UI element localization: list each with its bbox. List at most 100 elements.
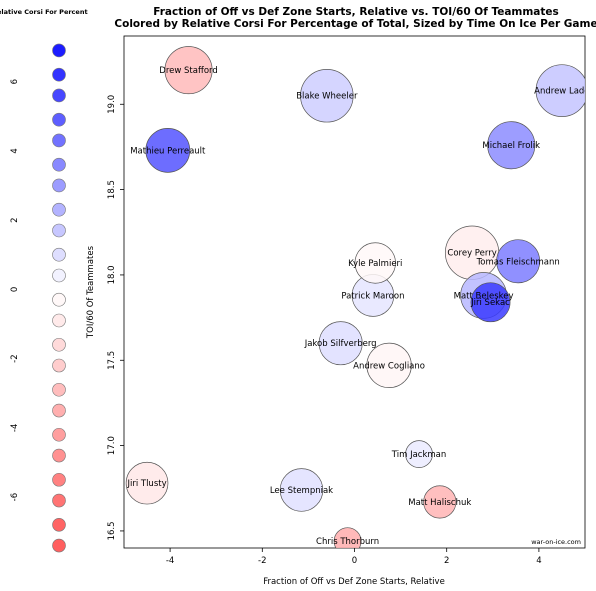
legend-swatch (52, 178, 66, 193)
y-tick-label: 18.5 (107, 180, 117, 199)
legend-swatch (52, 538, 66, 553)
point-label: Matt Halischuk (408, 498, 471, 508)
x-tick-label: 4 (536, 556, 541, 566)
legend-swatch (52, 517, 66, 532)
scatter-point-marker (164, 46, 213, 95)
scatter-points: Drew Stafford Blake Wheeler Andrew Ladd Mat… (125, 46, 590, 548)
legend-tick-label: 0 (10, 287, 20, 292)
scatter-point (423, 485, 457, 519)
scatter-point-marker (496, 239, 541, 284)
legend-swatch (52, 382, 66, 397)
scatter-point (300, 69, 354, 123)
legend-swatch (52, 67, 66, 82)
x-axis-ticks: -4 -2 0 2 4 (166, 548, 542, 566)
point-label: Michael Frolik (482, 141, 540, 151)
scatter-point (535, 64, 585, 117)
legend-swatch (52, 403, 66, 418)
y-tick-label: 16.5 (107, 521, 117, 540)
legend-tick-label: -6 (10, 493, 20, 501)
point-label: Andrew Ladd (534, 87, 590, 97)
legend-swatch (52, 202, 66, 217)
legend-swatch (52, 88, 66, 103)
legend-tick-label: 2 (10, 217, 20, 222)
chart-title: Fraction of Off vs Def Zone Starts, Rela… (153, 6, 559, 18)
point-label: Corey Perry (447, 249, 496, 259)
scatter-point-marker (145, 127, 191, 173)
legend-swatches (52, 43, 66, 553)
scatter-point (470, 282, 511, 323)
legend-tick-label: -2 (10, 354, 20, 362)
legend-swatch (52, 43, 66, 58)
point-label: Blake Wheeler (296, 92, 358, 102)
legend-swatch (52, 472, 66, 487)
point-label: Drew Stafford (159, 66, 217, 76)
point-label: Tim Jackman (391, 450, 446, 460)
scatter-point (366, 342, 412, 389)
point-label: Chris Thorburn (316, 537, 379, 547)
scatter-point (333, 527, 362, 548)
legend-swatch (52, 358, 66, 373)
scatter-point (487, 121, 536, 170)
legend-swatch (52, 493, 66, 508)
legend-swatch (52, 112, 66, 127)
scatter-point-marker (354, 242, 396, 284)
scatter-point-marker (125, 461, 169, 505)
x-tick-label: -2 (258, 556, 266, 566)
legend-swatch (52, 337, 66, 352)
scatter-point-marker (487, 121, 536, 170)
x-tick-label: 2 (444, 556, 449, 566)
credit-text: war-on-ice.com (531, 538, 581, 546)
legend-swatch (52, 448, 66, 463)
legend-title: Relative Corsi For Percentage of Total (0, 8, 131, 16)
point-label: Tomas Fleischmann (476, 257, 560, 267)
plot-area: Drew Stafford Blake Wheeler Andrew Ladd Mat… (107, 35, 590, 566)
chart-title-group: Fraction of Off vs Def Zone Starts, Rela… (114, 6, 596, 30)
x-axis-label: Fraction of Off vs Def Zone Starts, Rela… (263, 577, 445, 587)
point-label: Lee Stempniak (270, 486, 333, 496)
scatter-point-marker (405, 440, 433, 468)
scatter-point (496, 239, 541, 284)
point-label: Jakob Silfverberg (304, 339, 377, 349)
legend-swatch (52, 268, 66, 283)
scatter-point (164, 46, 213, 95)
color-legend: Relative Corsi For Percentage of Total 6… (0, 8, 131, 553)
scatter-point-marker (535, 64, 585, 117)
y-tick-label: 17.5 (107, 351, 117, 370)
scatter-point-marker (279, 468, 324, 512)
scatter-point (318, 321, 363, 366)
legend-swatch (52, 157, 66, 172)
legend-tick-label: -4 (10, 424, 20, 432)
legend-swatch (52, 247, 66, 262)
point-label: Mathieu Perreault (130, 146, 206, 156)
scatter-point-marker (318, 321, 363, 366)
x-tick-label: -4 (166, 556, 174, 566)
legend-tick-label: 6 (10, 79, 20, 84)
point-label: Patrick Maroon (341, 291, 404, 301)
point-label: Jiri Sekac (470, 298, 510, 308)
scatter-point (405, 440, 433, 468)
scatter-point-marker (333, 527, 362, 548)
legend-swatch (52, 133, 66, 148)
y-tick-label: 18.0 (107, 265, 117, 284)
legend-swatch (52, 223, 66, 238)
point-label: Matt Beleskey (454, 291, 514, 301)
y-axis-ticks: 16.5 17.0 17.5 18.0 18.5 19.0 (107, 95, 124, 540)
legend-tick-label: 4 (10, 148, 20, 153)
scatter-point-marker (366, 342, 412, 389)
chart-subtitle: Colored by Relative Corsi For Percentage… (114, 18, 596, 30)
point-label: Jiri Tlusty (126, 479, 166, 489)
scatter-point (125, 461, 169, 505)
scatter-point-marker (470, 282, 511, 323)
legend-swatch (52, 427, 66, 442)
x-tick-label: 0 (352, 556, 357, 566)
point-label: Andrew Cogliano (353, 361, 425, 371)
scatter-point (145, 127, 191, 173)
y-tick-label: 17.0 (107, 436, 117, 455)
scatter-point (279, 468, 324, 512)
scatter-point-marker (423, 485, 457, 519)
scatter-point-marker (300, 69, 354, 123)
y-tick-label: 19.0 (107, 95, 117, 114)
legend-ticks: 6 4 2 0 -2 -4 -6 (10, 79, 20, 501)
legend-swatch (52, 313, 66, 328)
